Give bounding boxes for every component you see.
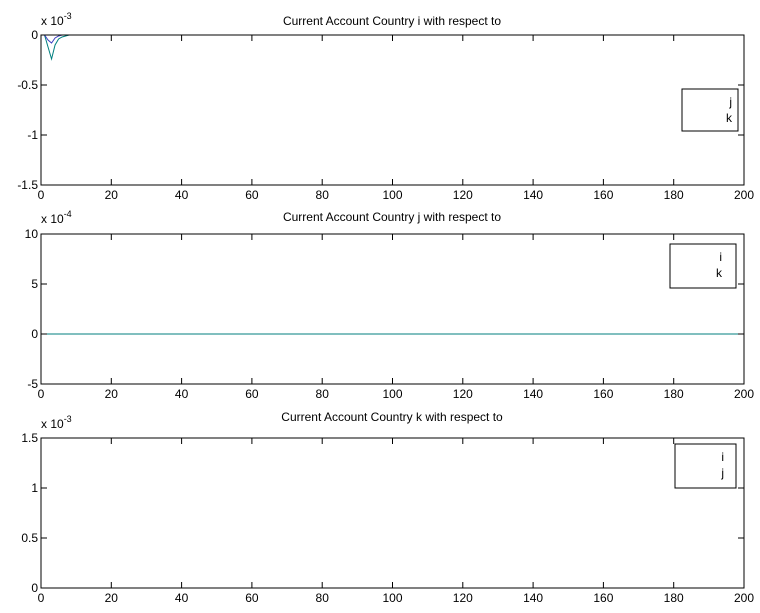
panel-3-y-ticks: 1.5 1 0.5 0 xyxy=(21,431,744,595)
panel-3-x-tick-label: 180 xyxy=(664,591,684,605)
panel-3-title: Current Account Country k with respect t… xyxy=(281,410,503,424)
panel-1-exponent-base: x 10 xyxy=(41,14,64,28)
panel-3-legend-box xyxy=(674,443,737,489)
panel-1-y-tick-label: -1 xyxy=(27,128,38,142)
panel-3-legend-entry-2: j xyxy=(720,466,724,480)
panel-3-x-ticks: 0 20 40 60 80 100 120 140 160 180 200 xyxy=(38,438,754,605)
panel-1-legend-entry-2: k xyxy=(726,111,733,125)
panel-3-x-tick-label: 120 xyxy=(453,591,473,605)
panel-1-x-tick-label: 200 xyxy=(734,188,754,202)
panel-2-x-tick-label: 120 xyxy=(453,387,473,401)
panel-1-x-tick-label: 120 xyxy=(453,188,473,202)
panel-2-x-ticks: 0 20 40 60 80 100 120 140 160 180 200 xyxy=(38,234,754,401)
panel-2-y-tick-label: 0 xyxy=(31,327,38,341)
panel-1-y-tick-label: -1.5 xyxy=(17,178,38,192)
panel-2-y-tick-label: -5 xyxy=(27,377,38,391)
panel-1-series-2-line xyxy=(44,34,744,44)
panel-3-legend-entry-1: i xyxy=(721,450,724,464)
panel-3-axes-box xyxy=(40,437,745,589)
panel-1-x-tick-label: 40 xyxy=(175,188,189,202)
panel-3-legend: i j xyxy=(674,443,737,489)
panel-1-x-tick-label: 100 xyxy=(382,188,402,202)
panel-2: Current Account Country j with respect t… xyxy=(25,209,755,401)
panel-1-x-tick-label: 20 xyxy=(105,188,119,202)
panel-3-y-tick-label: 1 xyxy=(31,481,38,495)
panel-3-exponent-base: x 10 xyxy=(41,417,64,431)
panel-2-x-tick-label: 0 xyxy=(38,387,45,401)
panel-2-legend-box xyxy=(669,243,737,289)
panel-3-y-tick-label: 0.5 xyxy=(21,531,38,545)
panel-2-exponent: x 10-4 xyxy=(41,209,72,226)
panel-1-exponent: x 10-3 xyxy=(41,11,72,28)
panel-2-legend: i k xyxy=(669,243,737,289)
panel-2-exponent-base: x 10 xyxy=(41,212,64,226)
panel-1-x-ticks: 0 20 40 60 80 100 120 140 160 180 200 xyxy=(38,35,754,202)
panel-2-legend-entry-2: k xyxy=(716,266,723,280)
panel-2-y-ticks: 10 5 0 -5 xyxy=(25,227,744,391)
panel-2-x-tick-label: 60 xyxy=(245,387,259,401)
panel-1-x-tick-label: 0 xyxy=(38,188,45,202)
panel-1-legend: j k xyxy=(681,88,739,132)
panel-3-x-tick-label: 0 xyxy=(38,591,45,605)
panel-3-x-tick-label: 40 xyxy=(175,591,189,605)
panel-1-y-tick-label: -0.5 xyxy=(17,78,38,92)
panel-3-exponent: x 10-3 xyxy=(41,414,72,431)
panel-3-x-tick-label: 200 xyxy=(734,591,754,605)
panel-2-title: Current Account Country j with respect t… xyxy=(283,210,501,224)
panel-3-x-tick-label: 160 xyxy=(593,591,613,605)
panel-3-y-tick-label: 0 xyxy=(31,581,38,595)
panel-1-y-ticks: 0 -0.5 -1 -1.5 xyxy=(17,28,744,192)
panel-1-series-1-line xyxy=(44,34,744,61)
panel-1-x-tick-label: 180 xyxy=(664,188,684,202)
panel-2-y-tick-label: 5 xyxy=(31,277,38,291)
panel-2-x-tick-label: 140 xyxy=(523,387,543,401)
panel-3-x-tick-label: 80 xyxy=(316,591,330,605)
panel-1-exponent-power: -3 xyxy=(64,11,72,21)
panel-2-x-tick-label: 100 xyxy=(382,387,402,401)
panel-2-x-tick-label: 40 xyxy=(175,387,189,401)
panel-3: Current Account Country k with respect t… xyxy=(21,410,754,605)
panel-2-x-tick-label: 20 xyxy=(105,387,119,401)
panel-3-x-tick-label: 100 xyxy=(382,591,402,605)
panel-1-x-tick-label: 60 xyxy=(245,188,259,202)
panel-3-exponent-power: -3 xyxy=(64,414,72,424)
panel-1-x-tick-label: 140 xyxy=(523,188,543,202)
panel-2-x-tick-label: 200 xyxy=(734,387,754,401)
panel-2-exponent-power: -4 xyxy=(64,209,72,219)
panel-1-series-layer xyxy=(44,34,744,61)
panel-2-x-tick-label: 160 xyxy=(593,387,613,401)
panel-2-x-tick-label: 180 xyxy=(664,387,684,401)
panel-2-y-tick-label: 10 xyxy=(25,227,39,241)
panel-3-y-tick-label: 1.5 xyxy=(21,431,38,445)
panel-1-x-tick-label: 160 xyxy=(593,188,613,202)
panel-3-x-tick-label: 140 xyxy=(523,591,543,605)
panel-1-title: Current Account Country i with respect t… xyxy=(283,14,501,28)
panel-2-axes-box xyxy=(40,233,745,385)
panel-1-y-tick-label: 0 xyxy=(31,28,38,42)
panel-1-legend-box xyxy=(681,88,739,132)
panel-2-legend-entry-1: i xyxy=(719,250,722,264)
panel-1: Current Account Country i with respect t… xyxy=(17,11,754,202)
panel-3-x-tick-label: 60 xyxy=(245,591,259,605)
panel-1-axes-box xyxy=(40,34,745,186)
panel-3-x-tick-label: 20 xyxy=(105,591,119,605)
panel-2-x-tick-label: 80 xyxy=(316,387,330,401)
panel-1-legend-entry-1: j xyxy=(728,95,732,109)
panel-1-x-tick-label: 80 xyxy=(316,188,330,202)
